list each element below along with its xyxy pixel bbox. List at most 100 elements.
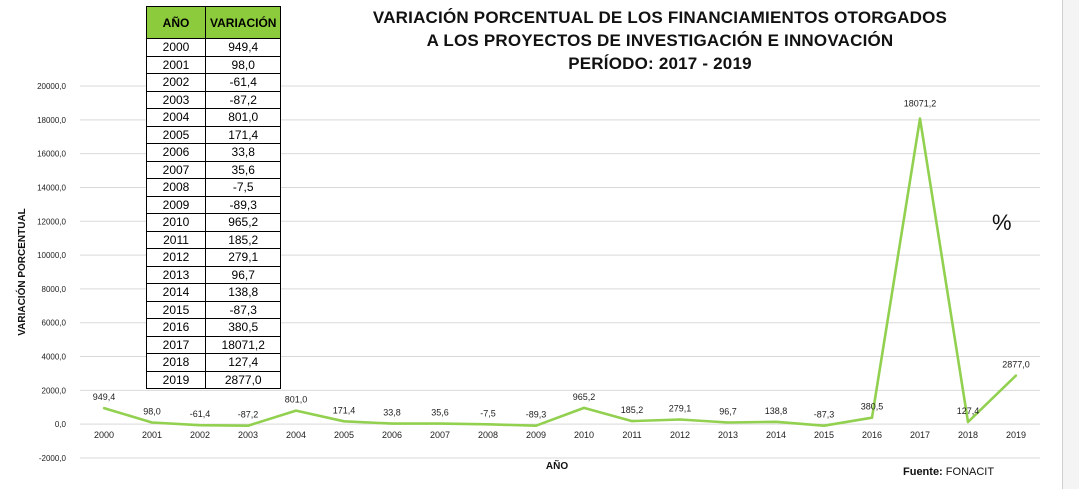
table-cell-variation: 2877,0 [204, 370, 282, 389]
x-tick-label: 2018 [958, 430, 978, 440]
chart-title-line-1: VARIACIÓN PORCENTUAL DE LOS FINANCIAMIEN… [372, 8, 948, 27]
data-point [870, 416, 874, 419]
y-tick-label: -2000,0 [39, 454, 67, 463]
table-row: 2015 -87,3 [146, 300, 282, 319]
data-point [678, 418, 682, 421]
data-point [390, 422, 394, 425]
data-point [630, 419, 634, 423]
table-cell-variation: -87,3 [204, 300, 282, 319]
table-cell-variation: 965,2 [204, 213, 282, 232]
data-point [102, 406, 106, 410]
table-body: 2000 949,4 2001 98,0 2002 -61,4 2003 -87,2 2004 8… [146, 38, 282, 389]
table-cell-variation: 801,0 [204, 108, 282, 127]
table-cell-variation: 127,4 [204, 353, 282, 372]
table-row: 2005 171,4 [146, 125, 282, 144]
table-row: 2011 185,2 [146, 230, 282, 249]
table-row: 2019 2877,0 [146, 370, 282, 389]
data-label: -87,3 [814, 410, 835, 420]
x-tick-label: 2004 [286, 430, 306, 440]
x-tick-label: 2011 [622, 430, 641, 440]
data-label: 279,1 [669, 403, 692, 413]
table-cell-variation: 18071,2 [204, 335, 282, 354]
y-tick-label: 14000,0 [37, 183, 66, 192]
table-cell-year: 2009 [146, 195, 206, 214]
table-cell-year: 2006 [146, 143, 206, 162]
table-cell-year: 2012 [146, 248, 206, 267]
table-row: 2008 -7,5 [146, 178, 282, 197]
table-cell-year: 2013 [146, 265, 206, 284]
data-label: 949,4 [93, 392, 116, 402]
table-row: 2017 18071,2 [146, 335, 282, 354]
table-row: 2001 98,0 [146, 55, 282, 74]
y-tick-label: 6000,0 [42, 319, 67, 328]
table-row: 2016 380,5 [146, 318, 282, 337]
table-cell-variation: 98,0 [204, 55, 282, 74]
table-cell-year: 2011 [146, 230, 206, 249]
table-cell-year: 2007 [146, 160, 206, 179]
table-cell-year: 2005 [146, 125, 206, 144]
table-row: 2004 801,0 [146, 108, 282, 127]
x-tick-label: 2010 [574, 430, 594, 440]
data-point [726, 421, 730, 424]
data-label: -87,2 [238, 410, 259, 420]
table-cell-variation: -89,3 [204, 195, 282, 214]
table-cell-variation: -87,2 [204, 90, 282, 109]
source-label: Fuente: [903, 466, 943, 478]
percent-annotation: % [992, 210, 1012, 235]
chart-title-line-3: PERÍODO: 2017 - 2019 [568, 54, 752, 73]
table-cell-year: 2003 [146, 90, 206, 109]
data-label: 138,8 [765, 406, 788, 416]
source-note: Fuente: FONACIT [903, 466, 994, 478]
data-point [486, 423, 490, 426]
x-tick-label: 2009 [526, 430, 546, 440]
data-label: -61,4 [190, 409, 211, 419]
table-cell-variation: 279,1 [204, 248, 282, 267]
data-point [438, 422, 442, 425]
data-point [294, 409, 298, 412]
data-point [918, 117, 922, 120]
x-tick-label: 2003 [238, 430, 258, 440]
data-label: 35,6 [431, 408, 449, 418]
data-label: 127,4 [957, 406, 980, 416]
y-tick-label: 4000,0 [42, 353, 67, 362]
table-row: 2013 96,7 [146, 265, 282, 284]
table-row: 2018 127,4 [146, 353, 282, 372]
table-cell-year: 2019 [146, 370, 206, 389]
table-cell-variation: -7,5 [204, 178, 282, 197]
table-cell-year: 2017 [146, 335, 206, 354]
data-point [198, 424, 202, 427]
data-label: 96,7 [719, 407, 737, 417]
table-cell-year: 2001 [146, 55, 206, 74]
table-row: 2012 279,1 [146, 248, 282, 267]
table-header-variation: VARIACIÓN [204, 6, 282, 39]
x-tick-label: 2017 [910, 430, 930, 440]
data-point [966, 420, 970, 424]
data-point [342, 420, 346, 423]
table-cell-variation: 171,4 [204, 125, 282, 144]
table-cell-year: 2016 [146, 318, 206, 337]
y-tick-label: 12000,0 [37, 217, 66, 226]
x-tick-label: 2006 [382, 430, 402, 440]
table-cell-variation: 33,8 [204, 143, 282, 162]
table-cell-variation: 949,4 [204, 38, 282, 57]
y-tick-label: 20000,0 [37, 82, 66, 91]
data-label: 185,2 [621, 405, 644, 415]
data-point [246, 424, 250, 427]
data-point [582, 406, 586, 410]
chart-title-line-2: A LOS PROYECTOS DE INVESTIGACIÓN E INNOV… [426, 31, 894, 50]
x-tick-label: 2012 [670, 430, 690, 440]
x-axis-title: AÑO [546, 459, 568, 472]
table-row: 2000 949,4 [146, 38, 282, 57]
table-row: 2002 -61,4 [146, 73, 282, 92]
data-label: 801,0 [285, 395, 308, 405]
table-cell-year: 2015 [146, 300, 206, 319]
data-point [822, 424, 826, 427]
x-tick-label: 2014 [766, 430, 786, 440]
y-tick-label: 2000,0 [42, 386, 67, 395]
table-cell-variation: 380,5 [204, 318, 282, 337]
data-table: AÑO VARIACIÓN 2000 949,4 2001 98,0 2002 -61,4… [146, 6, 282, 389]
x-tick-label: 2000 [94, 430, 114, 440]
x-tick-label: 2005 [334, 430, 354, 440]
table-cell-year: 2010 [146, 213, 206, 232]
